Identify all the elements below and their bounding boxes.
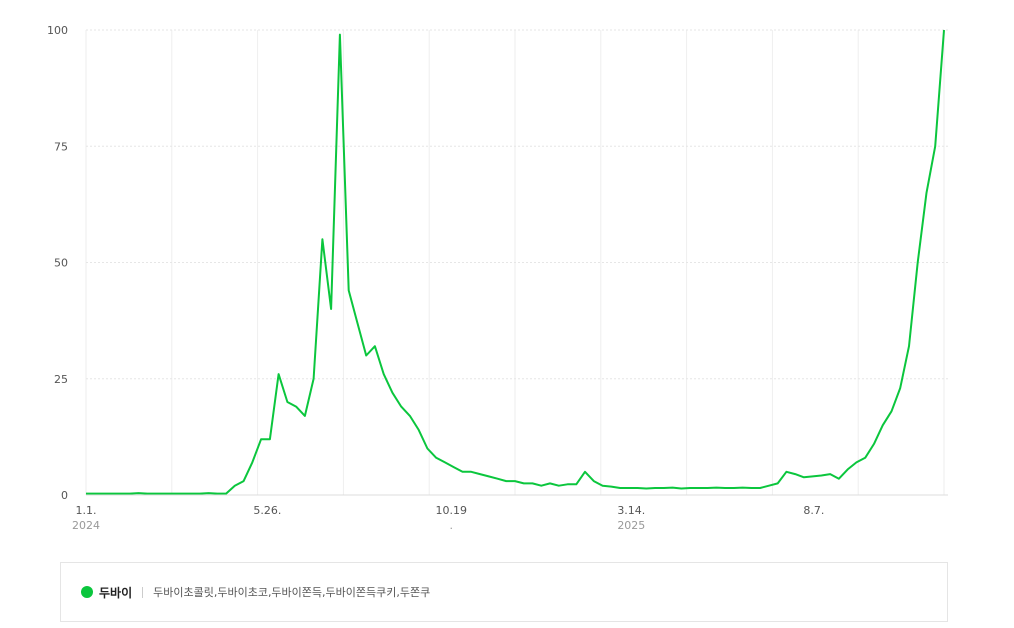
legend-search-terms: 두바이초콜릿,두바이초코,두바이쫀득,두바이쫀득쿠키,두쫀쿠 [153, 586, 431, 599]
x-tick-label: 5.26. [253, 504, 281, 517]
x-axis: 1.1. 2024 5.26. 10.19. 3.14. 2025 8.7. [72, 504, 824, 532]
x-tick-label: 3.14. [617, 504, 645, 517]
grid [85, 29, 948, 495]
legend-divider [142, 586, 144, 598]
series-line-dubai [86, 29, 945, 495]
legend-marker-dot [81, 586, 93, 598]
y-tick-label: 25 [54, 373, 68, 386]
y-tick-label: 0 [61, 489, 68, 502]
y-tick-label: 50 [54, 257, 68, 270]
x-tick-label: 10.19 [435, 504, 467, 517]
y-axis: 0 25 50 75 100 [47, 24, 68, 502]
y-tick-label: 75 [54, 140, 68, 153]
x-tick-label: 8.7. [803, 504, 824, 517]
legend: 두바이 두바이초콜릿,두바이초코,두바이쫀득,두바이쫀득쿠키,두쫀쿠 [60, 562, 948, 622]
x-tick-year-label: 2024 [72, 519, 100, 532]
chart: 0 25 50 75 100 1.1. 2024 5.26. 10.19. 3.14. 2025 8… [47, 24, 948, 532]
x-tick-year-label: 2025 [617, 519, 645, 532]
y-tick-label: 100 [47, 24, 68, 37]
x-tick-year-label: . [449, 519, 453, 532]
x-tick-label: 1.1. [76, 504, 97, 517]
legend-series-name: 두바이 [99, 585, 133, 600]
